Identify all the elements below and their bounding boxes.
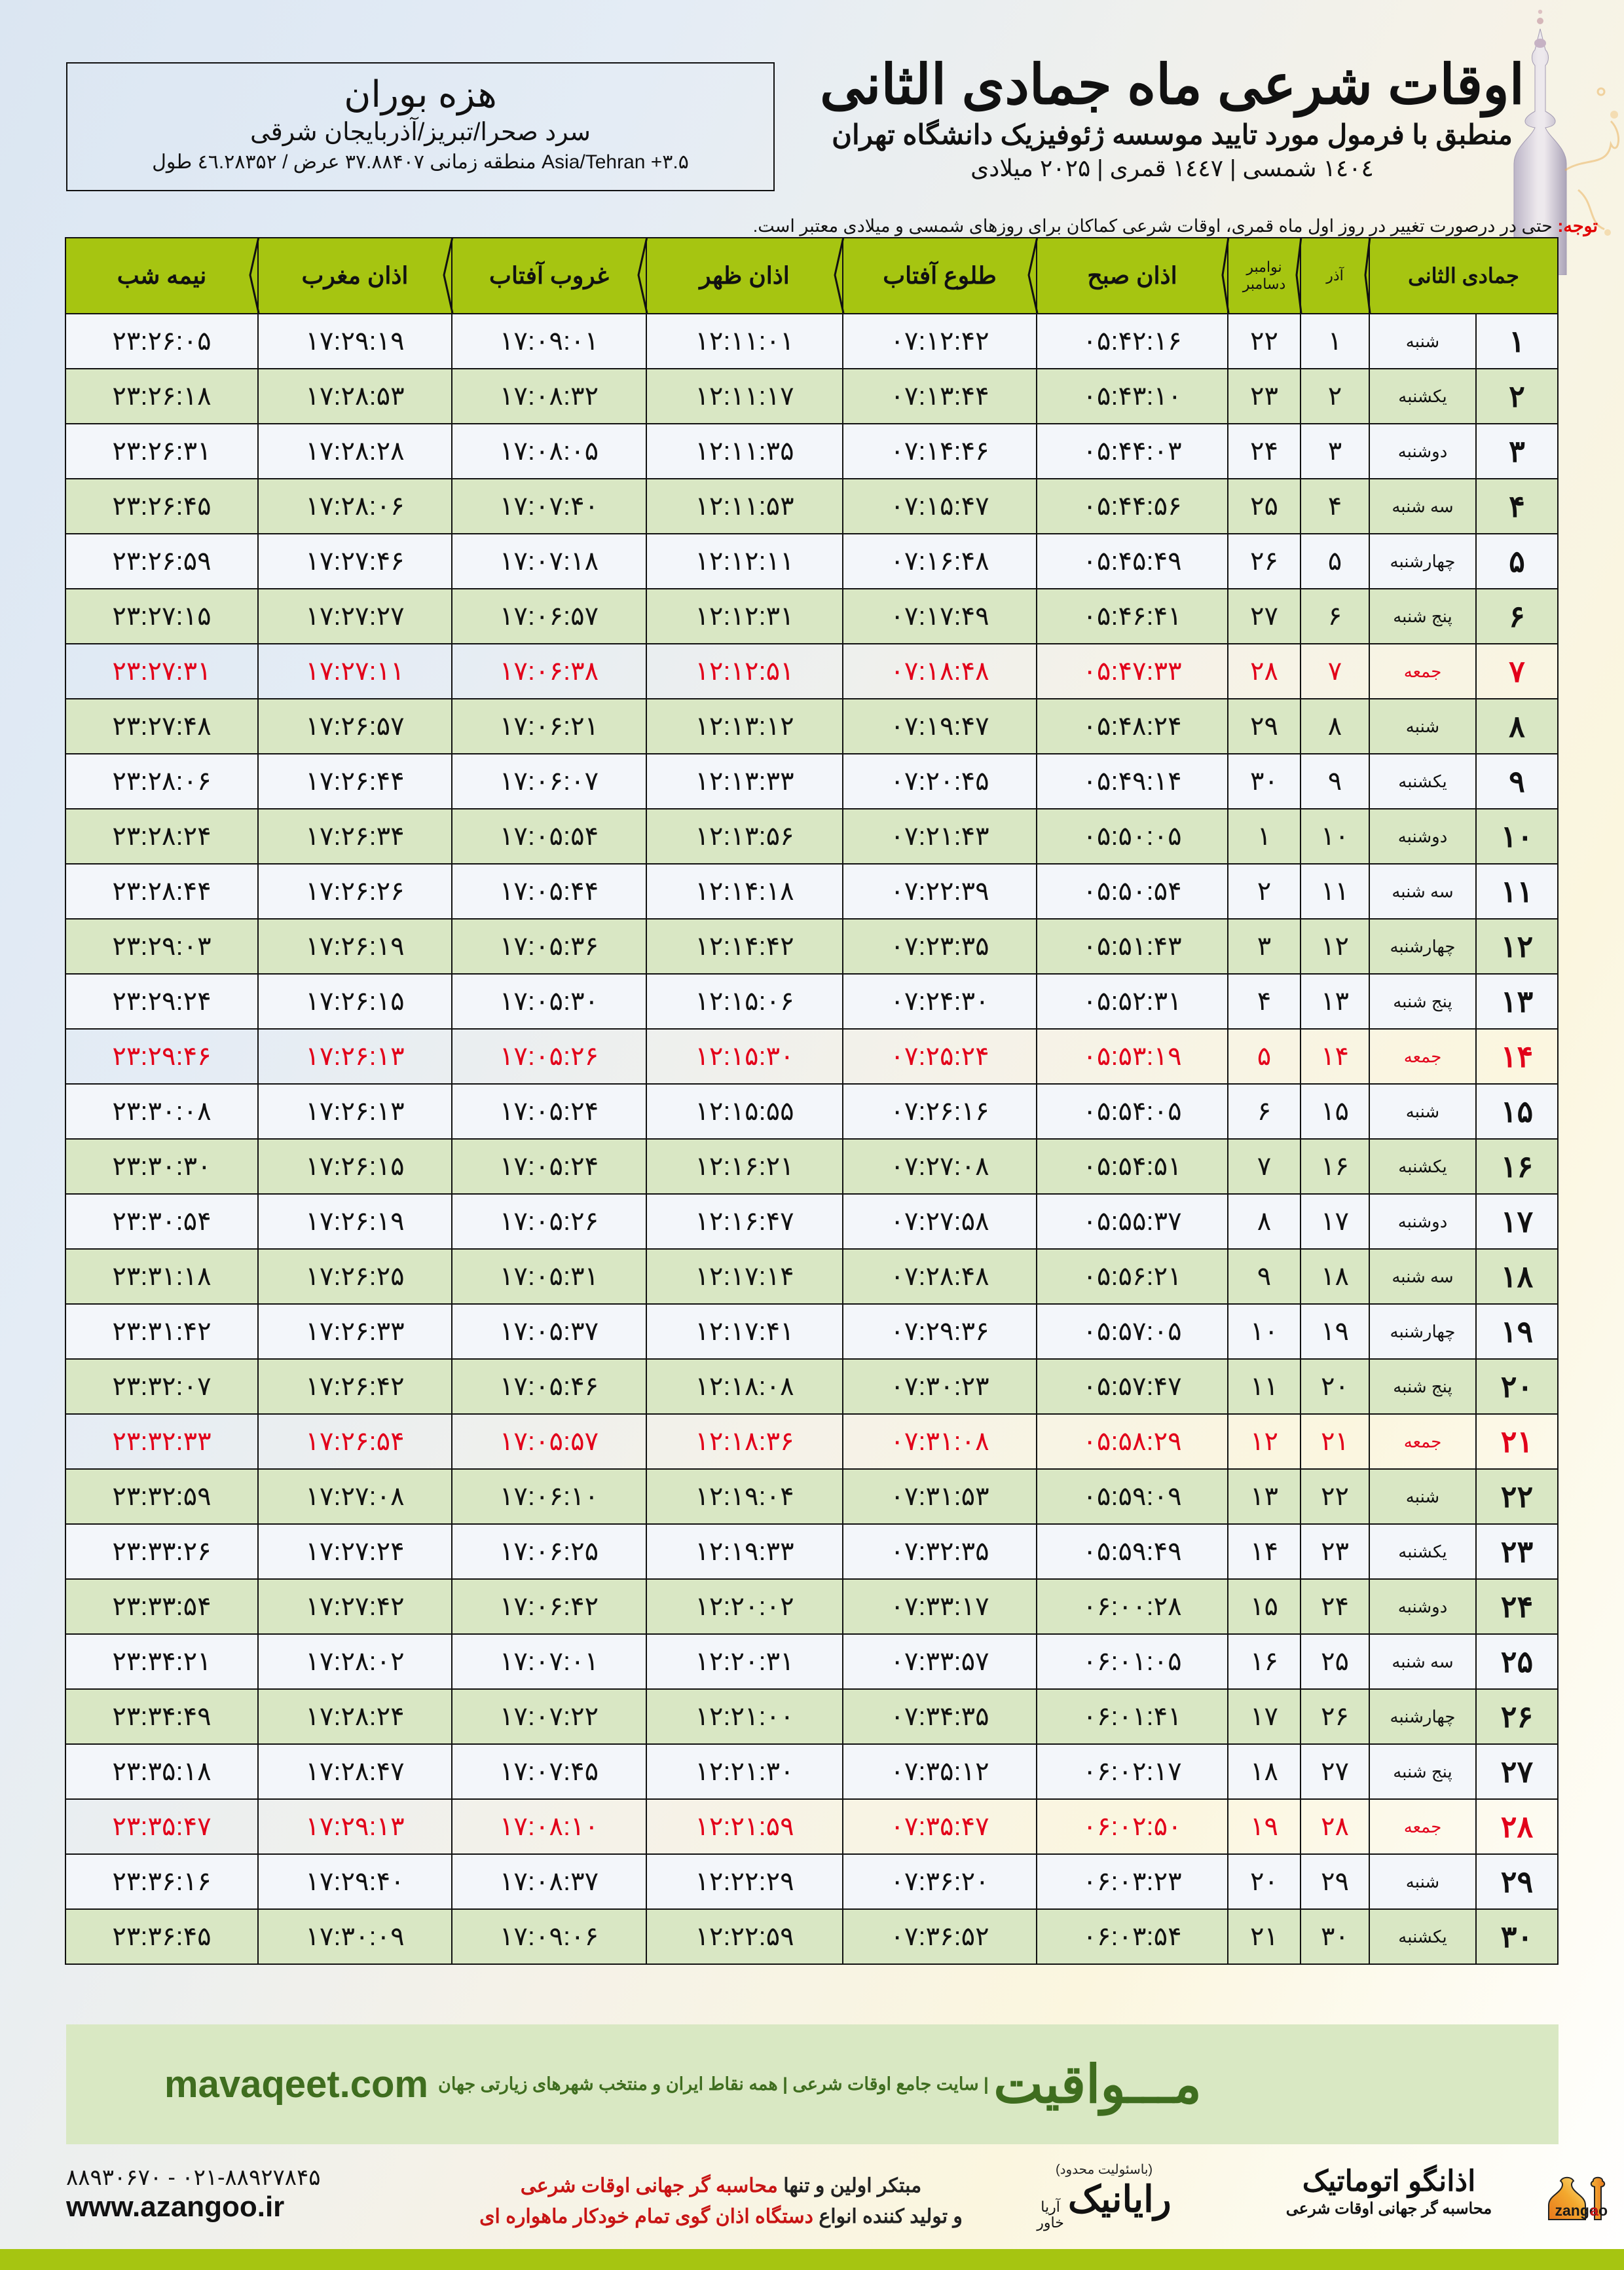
svg-text:a: a — [1590, 2202, 1598, 2219]
svg-text:zangoo: zangoo — [1555, 2202, 1608, 2219]
